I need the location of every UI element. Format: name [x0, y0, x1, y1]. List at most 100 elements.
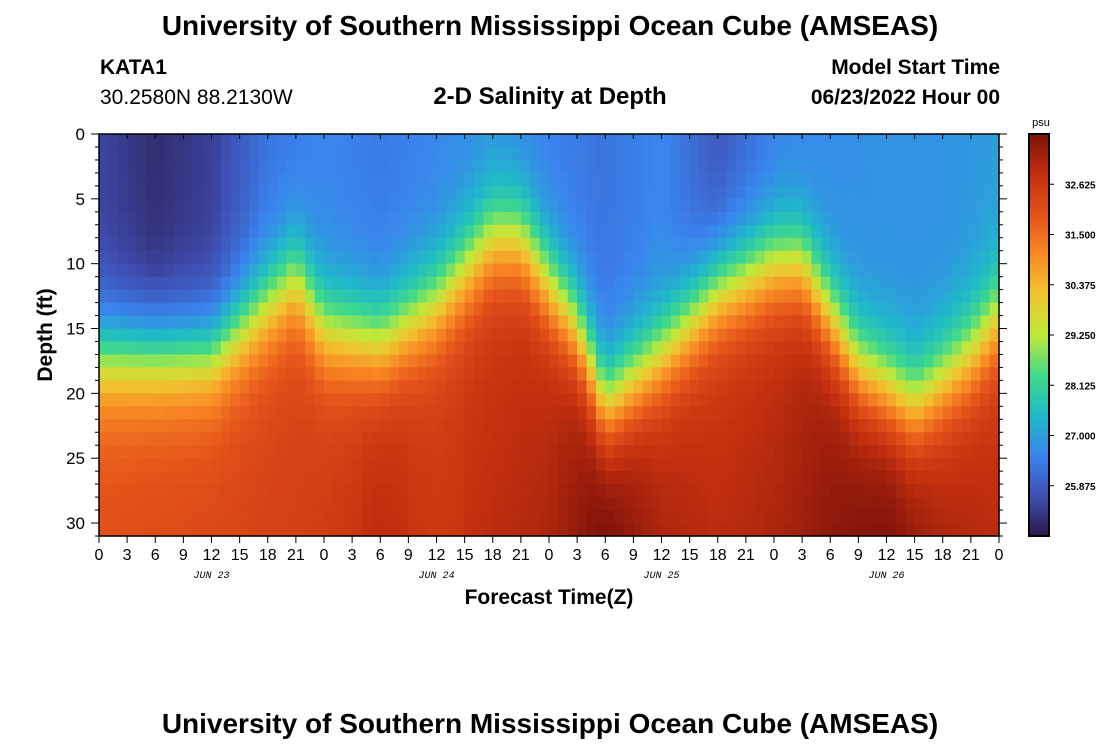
heatmap-cell: [961, 484, 972, 498]
heatmap-cell: [867, 302, 878, 317]
heatmap-cell: [530, 276, 541, 291]
heatmap-cell: [736, 471, 747, 485]
heatmap-cell: [117, 328, 128, 343]
heatmap-cell: [520, 510, 531, 524]
heatmap-cell: [539, 510, 550, 524]
heatmap-cell: [127, 146, 138, 161]
heatmap-cell: [174, 315, 184, 330]
heatmap-cell: [755, 237, 766, 252]
heatmap-cell: [933, 237, 944, 252]
heatmap-cell: [502, 315, 513, 330]
heatmap-cell: [567, 393, 578, 407]
heatmap-cell: [549, 328, 559, 343]
heatmap-cell: [549, 185, 559, 200]
heatmap-cell: [324, 523, 334, 537]
heatmap-cell: [474, 224, 484, 239]
heatmap-cell: [436, 471, 447, 485]
heatmap-cell: [783, 419, 794, 433]
heatmap-cell: [445, 315, 456, 330]
heatmap-cell: [549, 471, 559, 485]
heatmap-cell: [436, 237, 447, 252]
heatmap-cell: [361, 276, 372, 291]
heatmap-cell: [764, 237, 775, 252]
heatmap-cell: [577, 263, 588, 278]
heatmap-cell: [202, 510, 213, 524]
heatmap-cell: [520, 276, 531, 291]
heatmap-cell: [614, 432, 625, 446]
heatmap-cell: [502, 510, 513, 524]
heatmap-cell: [792, 237, 803, 252]
heatmap-cell: [736, 328, 747, 343]
heatmap-cell: [108, 484, 119, 498]
heatmap-cell: [886, 134, 897, 148]
heatmap-cell: [408, 211, 419, 226]
heatmap-cell: [764, 224, 775, 239]
colorbar-segment: [1029, 247, 1049, 252]
heatmap-cell: [736, 341, 747, 356]
heatmap-cell: [774, 263, 784, 278]
heatmap-cell: [605, 289, 616, 304]
heatmap-cell: [380, 523, 391, 537]
heatmap-cell: [277, 172, 288, 187]
colorbar-segment: [1029, 351, 1049, 356]
heatmap-cell: [436, 510, 447, 524]
heatmap-cell: [764, 172, 775, 187]
heatmap-cell: [174, 523, 184, 537]
heatmap-cell: [642, 432, 653, 446]
heatmap-cell: [99, 315, 109, 330]
heatmap-cell: [155, 224, 166, 239]
heatmap-cell: [924, 445, 934, 459]
heatmap-cell: [605, 328, 616, 343]
heatmap-cell: [277, 146, 288, 161]
heatmap-cell: [624, 471, 634, 485]
heatmap-cell: [483, 263, 494, 278]
heatmap-cell: [455, 289, 466, 304]
heatmap-cell: [867, 419, 878, 433]
heatmap-cell: [886, 380, 897, 394]
heatmap-cell: [127, 198, 138, 213]
heatmap-cell: [202, 523, 213, 537]
heatmap-cell: [699, 276, 709, 291]
heatmap-cell: [389, 458, 400, 472]
heatmap-cell: [605, 237, 616, 252]
heatmap-cell: [445, 380, 456, 394]
heatmap-cell: [642, 315, 653, 330]
heatmap-cell: [164, 432, 175, 446]
heatmap-cell: [202, 432, 213, 446]
heatmap-cell: [642, 185, 653, 200]
heatmap-cell: [577, 289, 588, 304]
heatmap-cell: [802, 458, 813, 472]
heatmap-cell: [436, 445, 447, 459]
heatmap-cell: [267, 354, 278, 369]
heatmap-cell: [755, 471, 766, 485]
heatmap-cell: [680, 198, 691, 213]
colorbar-segment: [1029, 284, 1049, 289]
heatmap-cell: [99, 185, 109, 200]
heatmap-cell: [305, 134, 316, 148]
heatmap-cell: [745, 172, 756, 187]
heatmap-cell: [286, 380, 297, 394]
heatmap-cell: [230, 134, 241, 148]
heatmap-cell: [539, 354, 550, 369]
heatmap-cell: [305, 211, 316, 226]
heatmap-cell: [417, 134, 428, 148]
heatmap-cell: [239, 198, 250, 213]
heatmap-cell: [305, 172, 316, 187]
heatmap-cell: [277, 497, 288, 511]
heatmap-cell: [370, 471, 381, 485]
heatmap-cell: [849, 484, 859, 498]
heatmap-cell: [502, 328, 513, 343]
heatmap-cell: [399, 159, 409, 174]
heatmap-cell: [370, 276, 381, 291]
heatmap-cell: [661, 458, 672, 472]
heatmap-cell: [558, 276, 569, 291]
heatmap-cell: [258, 211, 269, 226]
heatmap-cell: [380, 380, 391, 394]
heatmap-cell: [455, 198, 466, 213]
heatmap-cell: [633, 393, 644, 407]
heatmap-cell: [830, 159, 841, 174]
heatmap-cell: [520, 185, 531, 200]
heatmap-cell: [136, 445, 147, 459]
heatmap-cell: [277, 276, 288, 291]
heatmap-cell: [839, 406, 850, 420]
